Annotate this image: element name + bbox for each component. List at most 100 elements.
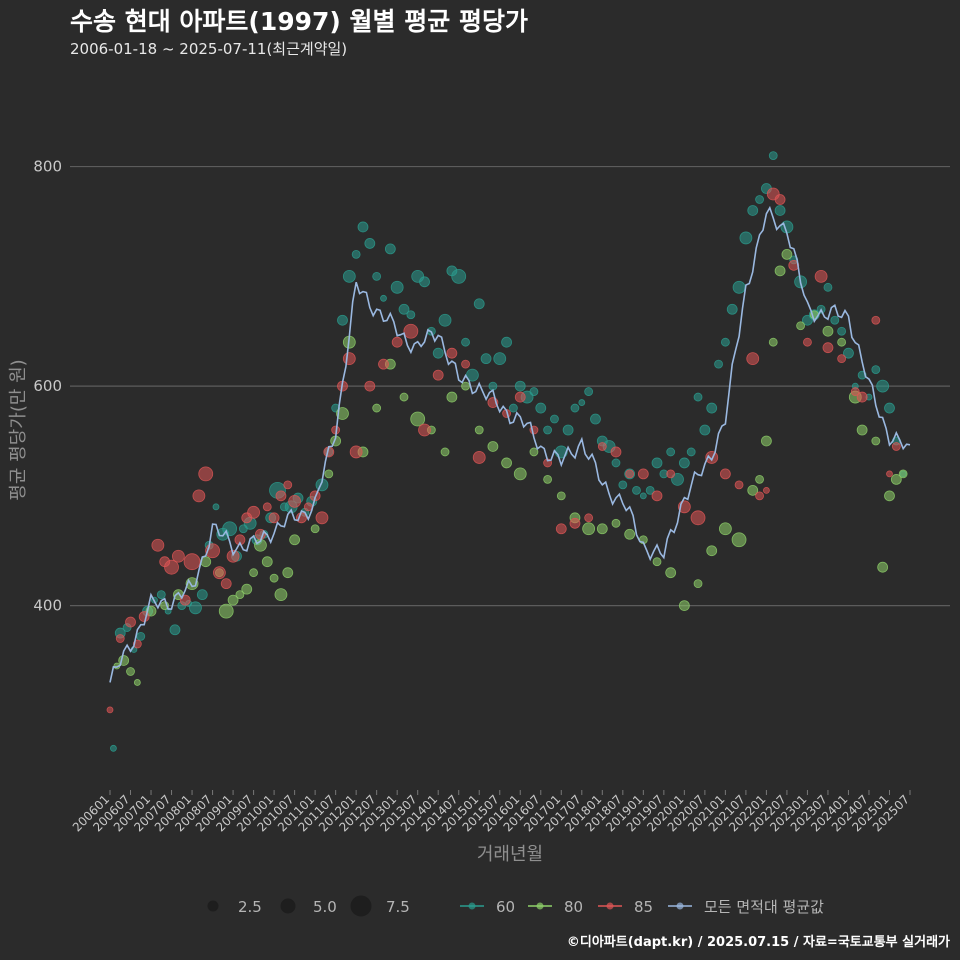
data-point-60: [357, 221, 369, 233]
size-legend-label: 7.5: [386, 898, 410, 916]
legend: 2.5 5.0 7.5 60 80 85 모든 면적대 평균값: [207, 895, 824, 917]
data-point-60: [535, 402, 547, 414]
data-point-80: [652, 557, 662, 567]
data-point-60: [480, 353, 492, 365]
data-point-80: [543, 474, 553, 484]
data-point-85: [461, 359, 470, 369]
legend-key-label: 80: [564, 898, 583, 916]
y-tick-label: 600: [33, 377, 62, 395]
data-point-80: [856, 424, 868, 436]
data-point-60: [372, 271, 382, 281]
data-point-60: [438, 313, 452, 327]
data-point-80: [624, 528, 636, 540]
y-tick-label: 400: [33, 597, 62, 615]
data-point-85: [719, 468, 731, 480]
data-point-60: [699, 424, 711, 436]
size-legend-circle: [280, 898, 296, 914]
data-point-85: [850, 387, 860, 396]
data-point-85: [837, 354, 847, 364]
data-point-60: [189, 601, 202, 615]
data-point-80: [693, 579, 703, 589]
legend-key-label: 60: [496, 898, 515, 916]
data-point-85: [856, 391, 868, 403]
data-point-60: [364, 238, 376, 249]
data-point-60: [747, 205, 759, 216]
y-axis-title: 평균 평당가(만 원): [8, 359, 29, 500]
data-point-80: [446, 391, 458, 403]
data-point-80: [324, 469, 334, 479]
data-point-85: [432, 369, 444, 381]
data-point-80: [410, 411, 426, 427]
data-point-80: [461, 381, 470, 391]
data-point-85: [125, 616, 136, 628]
data-point-60: [584, 387, 594, 396]
data-point-80: [781, 248, 793, 260]
data-point-80: [289, 534, 301, 546]
data-point-80: [678, 600, 690, 612]
data-point-60: [671, 472, 684, 486]
data-point-60: [570, 403, 580, 413]
data-point-85: [597, 442, 607, 451]
data-point-60: [755, 195, 764, 204]
legend-key-label: 85: [634, 898, 653, 916]
data-point-80: [884, 490, 895, 502]
data-point-85: [637, 468, 649, 480]
data-point-60: [578, 399, 586, 406]
data-point-80: [596, 523, 608, 535]
legend-key-point: [468, 902, 476, 910]
data-point-60: [501, 336, 512, 348]
data-point-60: [768, 151, 778, 161]
data-point-60: [693, 392, 703, 402]
data-point-60: [342, 269, 356, 283]
data-point-80: [282, 567, 294, 579]
data-point-60: [714, 359, 723, 369]
data-point-85: [115, 634, 125, 643]
data-point-80: [269, 573, 279, 583]
data-point-80: [529, 447, 539, 457]
data-point-60: [732, 280, 746, 294]
data-point-80: [890, 473, 902, 485]
data-point-60: [212, 503, 220, 511]
data-point-80: [665, 567, 677, 579]
data-point-60: [651, 457, 663, 469]
data-point-85: [315, 511, 329, 525]
data-point-60: [632, 485, 641, 495]
data-point-60: [618, 480, 628, 490]
data-point-85: [213, 566, 226, 580]
data-point-80: [796, 321, 805, 331]
data-point-80: [822, 325, 834, 337]
data-point-85: [774, 194, 786, 205]
data-point-60: [823, 282, 833, 292]
data-point-60: [351, 249, 361, 259]
data-point-60: [398, 303, 410, 315]
data-point-60: [686, 447, 696, 457]
data-point-60: [739, 231, 753, 245]
data-point-85: [403, 323, 419, 339]
data-point-60: [196, 589, 208, 601]
data-point-60: [461, 337, 470, 347]
data-point-85: [891, 442, 901, 451]
data-point-60: [706, 402, 718, 414]
data-point-80: [227, 594, 239, 606]
size-legend-label: 5.0: [313, 898, 337, 916]
data-point-60: [465, 368, 479, 382]
data-point-60: [169, 624, 181, 636]
data-point-60: [720, 337, 730, 347]
data-point-60: [843, 347, 854, 359]
data-point-60: [509, 403, 518, 413]
data-point-85: [472, 451, 486, 464]
data-point-60: [876, 379, 890, 393]
data-point-85: [198, 466, 214, 482]
data-point-80: [399, 392, 409, 402]
data-point-80: [731, 532, 747, 548]
data-point-85: [151, 538, 165, 552]
data-point-60: [884, 402, 895, 414]
data-point-85: [514, 391, 526, 403]
data-point-80: [474, 425, 484, 435]
data-point-85: [625, 469, 635, 479]
data-point-85: [283, 480, 293, 490]
data-point-80: [582, 522, 596, 536]
data-point-85: [584, 513, 594, 523]
data-point-85: [192, 489, 206, 503]
